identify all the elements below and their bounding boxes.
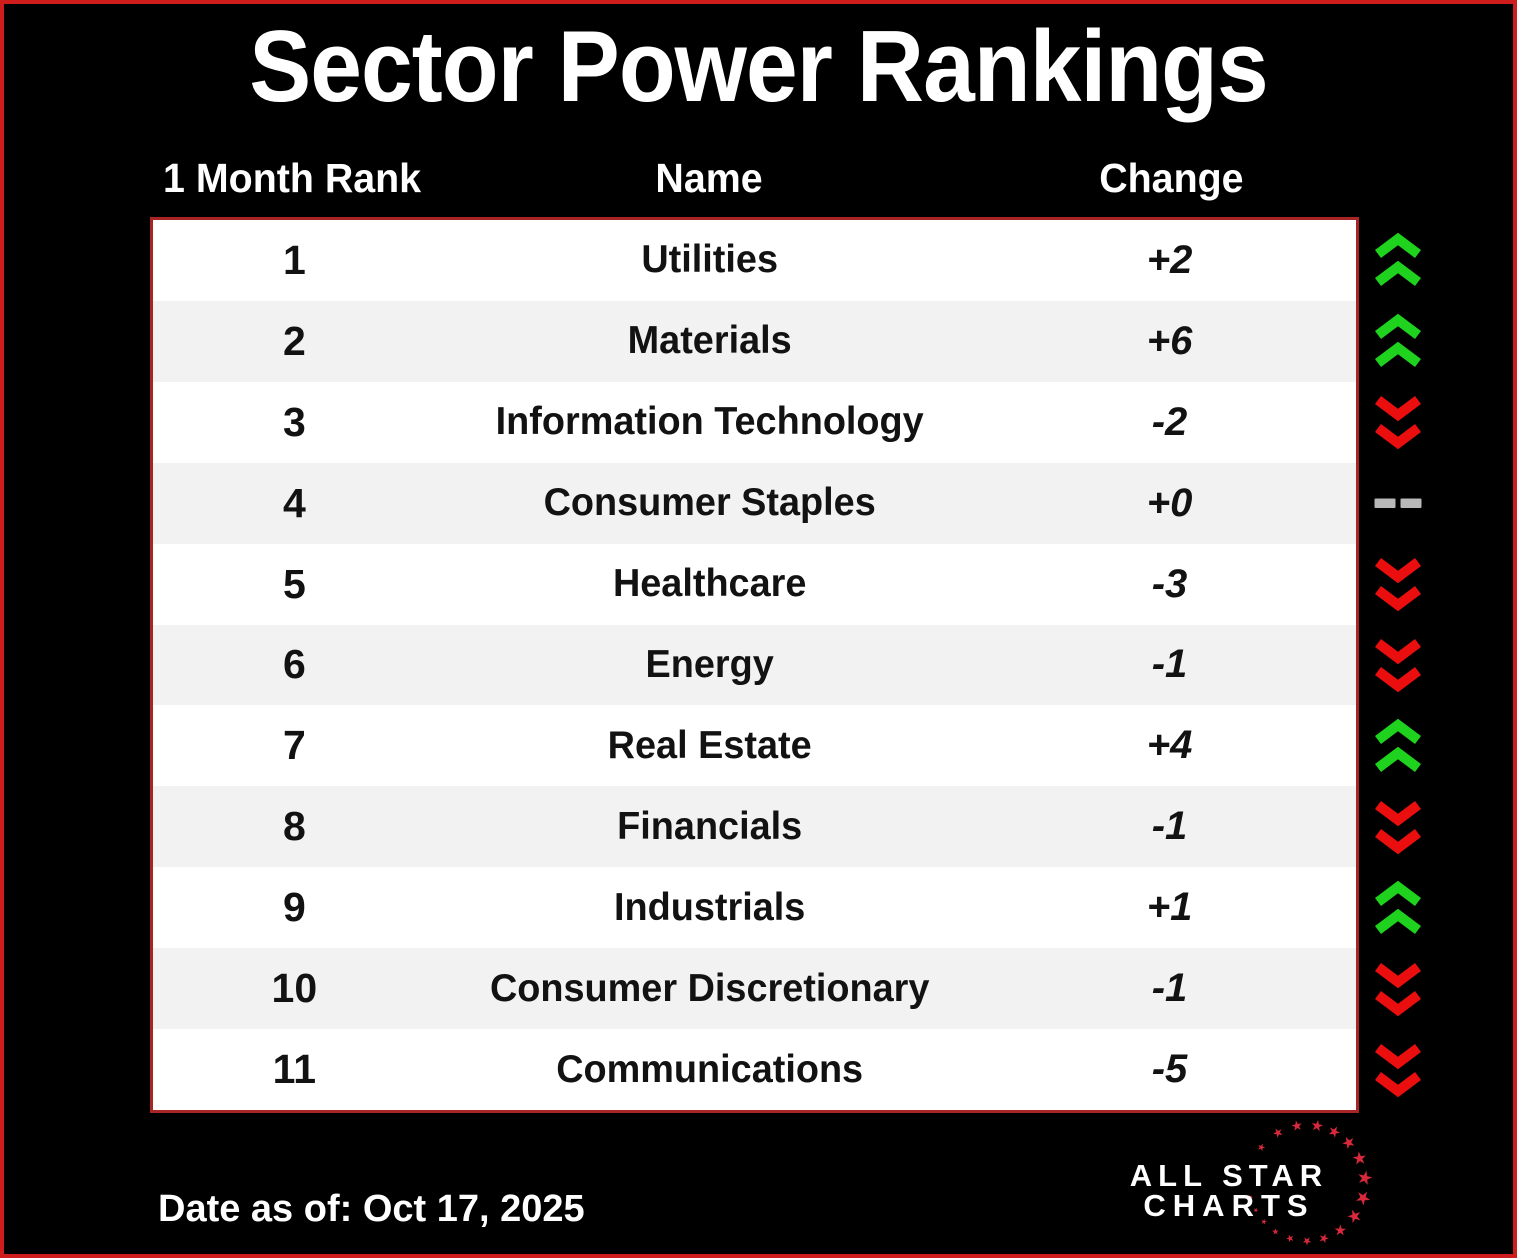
change-value: -3 xyxy=(1151,561,1188,606)
change-value: -5 xyxy=(1151,1047,1188,1092)
column-header-change: Change xyxy=(1099,154,1244,201)
table-row: 11 Communications -5 xyxy=(153,1029,1356,1110)
double-chevron-down-icon xyxy=(1366,544,1430,625)
change-value: -1 xyxy=(1151,804,1188,849)
column-header-name: Name xyxy=(655,154,763,201)
double-chevron-down-icon xyxy=(1366,786,1430,867)
sector-name: Healthcare xyxy=(612,562,807,606)
double-chevron-up-icon xyxy=(1366,220,1430,301)
sector-name: Financials xyxy=(616,804,802,848)
change-value: -1 xyxy=(1151,642,1188,687)
logo-text-line2: CHARTS xyxy=(1143,1188,1314,1223)
double-chevron-down-icon xyxy=(1366,1029,1430,1110)
rank-value: 4 xyxy=(282,479,306,526)
rank-value: 1 xyxy=(282,236,306,283)
table-row: 1 Utilities +2 xyxy=(153,220,1356,301)
double-chevron-up-icon xyxy=(1366,867,1430,948)
rank-value: 7 xyxy=(282,722,306,769)
sector-name: Consumer Discretionary xyxy=(489,966,930,1010)
table-row: 5 Healthcare -3 xyxy=(153,543,1356,625)
all-star-charts-logo: ALL STAR CHARTS xyxy=(1130,1119,1373,1246)
change-value: +0 xyxy=(1146,480,1193,525)
sector-name: Utilities xyxy=(641,238,778,282)
column-header-rank: 1 Month Rank xyxy=(163,154,422,201)
logo-text-line1: ALL STAR xyxy=(1130,1158,1328,1193)
double-chevron-down-icon xyxy=(1366,948,1430,1029)
rank-value: 5 xyxy=(282,560,306,607)
table-row: 10 Consumer Discretionary -1 xyxy=(153,948,1356,1030)
rank-value: 10 xyxy=(271,965,318,1012)
table-row: 6 Energy -1 xyxy=(153,624,1356,706)
change-value: +6 xyxy=(1146,318,1193,363)
sector-name: Information Technology xyxy=(495,400,924,444)
sector-name: Energy xyxy=(645,642,774,686)
sector-name: Communications xyxy=(555,1047,863,1091)
table-row: 8 Financials -1 xyxy=(153,786,1356,868)
rankings-table: 1 Utilities +2 2 Materials +6 3 Informat… xyxy=(150,217,1359,1113)
change-value: +1 xyxy=(1146,885,1193,930)
change-value: +2 xyxy=(1146,237,1193,282)
no-change-dashes-icon xyxy=(1366,463,1430,544)
double-chevron-up-icon xyxy=(1366,705,1430,786)
change-value: +4 xyxy=(1146,723,1193,768)
sector-name: Real Estate xyxy=(607,723,812,767)
table-row: 2 Materials +6 xyxy=(153,300,1356,382)
table-row: 9 Industrials +1 xyxy=(153,867,1356,949)
double-chevron-down-icon xyxy=(1366,382,1430,463)
rank-value: 3 xyxy=(282,398,306,445)
double-chevron-up-icon xyxy=(1366,301,1430,382)
change-value: -2 xyxy=(1151,399,1188,444)
rank-value: 11 xyxy=(272,1046,317,1093)
rank-value: 9 xyxy=(282,884,306,931)
table-row: 3 Information Technology -2 xyxy=(153,381,1356,463)
table-row: 4 Consumer Staples +0 xyxy=(153,462,1356,544)
change-indicator-column xyxy=(1366,220,1430,1110)
sector-name: Industrials xyxy=(613,885,806,929)
double-chevron-down-icon xyxy=(1366,625,1430,706)
rank-value: 2 xyxy=(282,317,306,364)
rank-value: 6 xyxy=(282,641,306,688)
page-title: Sector Power Rankings xyxy=(249,11,1269,123)
sector-name: Consumer Staples xyxy=(543,481,876,525)
sector-name: Materials xyxy=(627,319,792,363)
rank-value: 8 xyxy=(282,803,306,850)
table-row: 7 Real Estate +4 xyxy=(153,705,1356,787)
change-value: -1 xyxy=(1151,966,1188,1011)
as-of-date: Date as of: Oct 17, 2025 xyxy=(158,1188,585,1230)
table-header-row: 1 Month Rank Name Change xyxy=(150,152,1359,204)
